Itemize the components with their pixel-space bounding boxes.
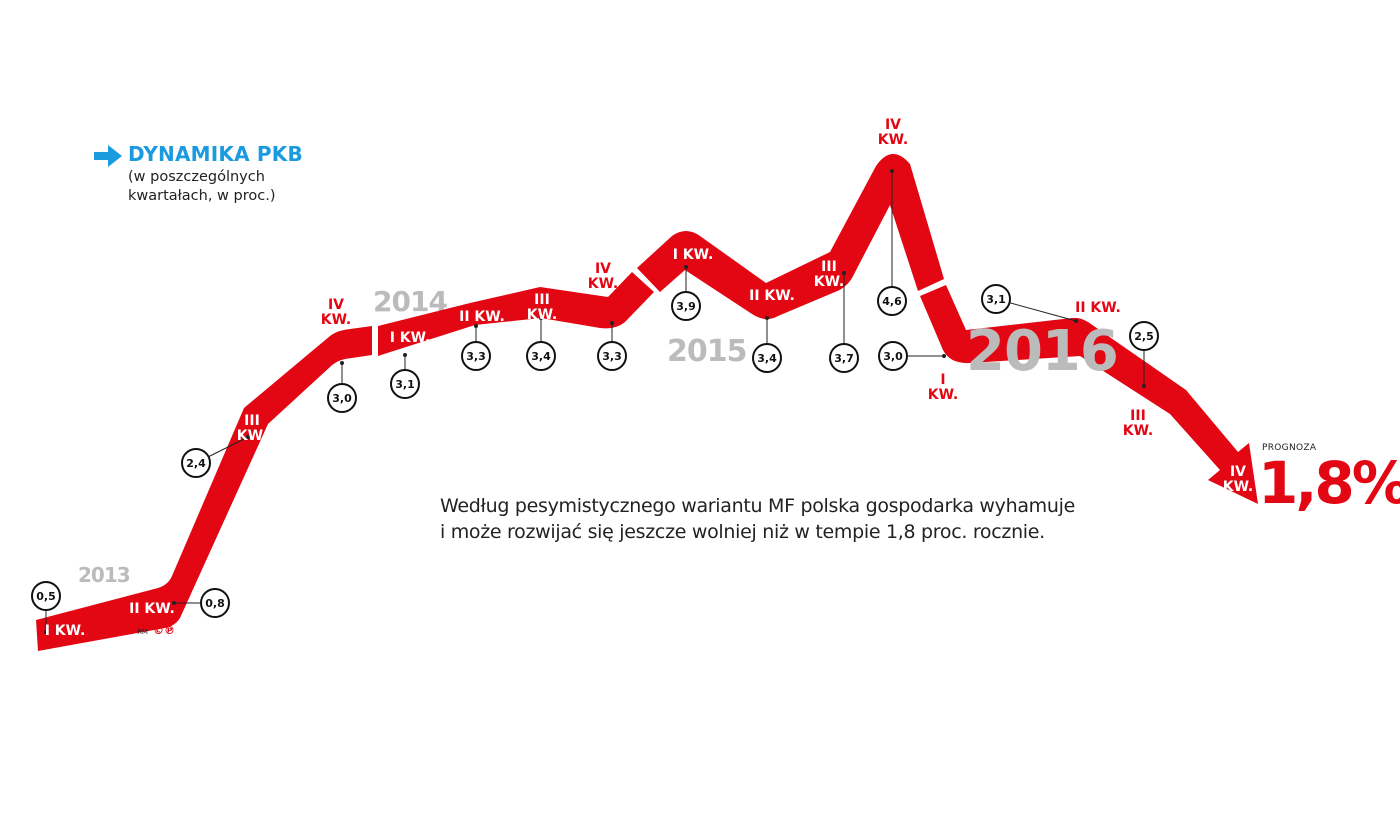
subtitle-line-1: (w poszczególnych	[128, 169, 265, 185]
quarter-label: III KW.	[1122, 408, 1154, 439]
note-line-2: i może rozwijać się jeszcze wolniej niż …	[440, 521, 1045, 543]
ribbon-segment-2015	[637, 153, 944, 320]
quarter-label: IV KW.	[877, 117, 909, 148]
quarter-label: III KW.	[236, 413, 268, 444]
value-bubble: 3,9	[671, 291, 701, 321]
quarter-label: I KW.	[927, 372, 959, 403]
ribbon-segment-2014	[378, 272, 654, 356]
year-label-2014: 2014	[373, 285, 448, 318]
value-bubble: 3,0	[878, 341, 908, 371]
value-bubble: 0,8	[200, 588, 230, 618]
value-bubble: 2,4	[181, 448, 211, 478]
quarter-label: IV KW.	[1222, 464, 1254, 495]
quarter-label: III KW.	[813, 259, 845, 290]
value-bubble: 4,6	[877, 286, 907, 316]
copyright-icon: ©℗	[153, 624, 175, 637]
value-bubble: 3,4	[752, 343, 782, 373]
leader-lines	[44, 169, 1146, 634]
forecast-value: 1,8%	[1258, 449, 1400, 517]
author-credit: RM	[137, 628, 148, 636]
value-bubble: 3,4	[526, 341, 556, 371]
chart-subtitle: (w poszczególnych kwartałach, w proc.)	[128, 168, 348, 206]
quarter-label: I KW.	[389, 330, 431, 346]
chart-note: Według pesymistycznego wariantu MF polsk…	[440, 493, 1075, 545]
quarter-label: IV KW.	[320, 297, 352, 328]
quarter-label: I KW.	[44, 623, 86, 639]
value-bubble: 3,1	[390, 369, 420, 399]
forecast-label: PROGNOZA	[1262, 443, 1317, 453]
value-bubble: 3,1	[981, 284, 1011, 314]
quarter-label: III KW.	[526, 292, 558, 323]
subtitle-line-2: kwartałach, w proc.)	[128, 188, 276, 204]
value-bubble: 3,3	[597, 341, 627, 371]
year-label-2015: 2015	[667, 334, 747, 369]
value-bubble: 3,7	[829, 343, 859, 373]
quarter-label: I KW.	[672, 247, 714, 263]
ribbon-segment-2016	[920, 285, 1258, 504]
quarter-label: II KW.	[129, 601, 175, 617]
quarter-label: II KW.	[749, 288, 795, 304]
value-bubble: 3,0	[327, 383, 357, 413]
quarter-label: IV KW.	[587, 261, 619, 292]
ribbon-segment-2013	[36, 326, 372, 651]
value-bubble: 3,3	[461, 341, 491, 371]
value-bubble: 0,5	[31, 581, 61, 611]
chart-title: DYNAMIKA PKB	[128, 142, 303, 166]
year-label-2013: 2013	[78, 563, 131, 587]
note-line-1: Według pesymistycznego wariantu MF polsk…	[440, 495, 1076, 517]
quarter-label: II KW.	[1075, 300, 1121, 316]
year-label-2016: 2016	[966, 319, 1119, 384]
value-bubble: 2,5	[1129, 321, 1159, 351]
quarter-label: II KW.	[459, 309, 505, 325]
arrow-right-icon	[94, 145, 122, 167]
